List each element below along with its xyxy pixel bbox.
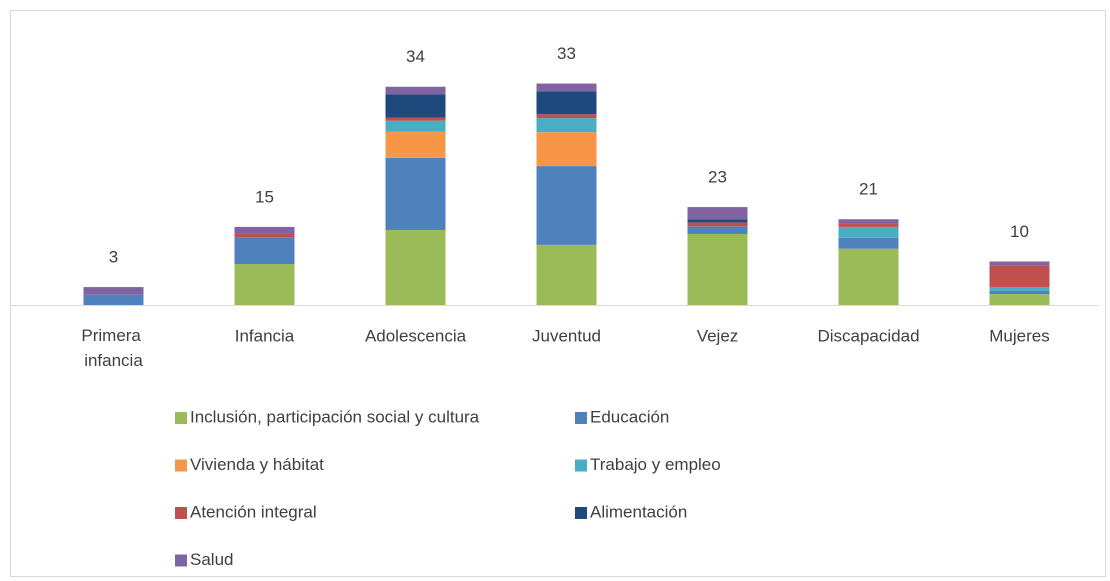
bar-segment [838,237,899,249]
bar-segment [989,265,1050,288]
bar-segment [536,118,597,133]
bar-segment [687,222,748,227]
legend-swatch [575,412,587,424]
legend-label: Educación [590,407,669,426]
bar-segment [989,287,1050,291]
x-tick-label: Mujeres [989,326,1049,345]
bar-segment [838,226,899,238]
bar-segment [838,223,899,227]
bar-segment [536,132,597,167]
legend-swatch [175,412,187,424]
bar-segment [536,83,597,92]
bar-segment [687,207,748,220]
total-label: 23 [708,168,727,187]
x-tick-label: Infancia [235,326,295,345]
bar-segment [838,219,899,224]
x-tick-label: Vejez [697,326,739,345]
legend-swatch [175,459,187,472]
bar-segment [385,120,446,132]
bar-segment [385,86,446,95]
legend-swatch [175,554,187,567]
bar-segment [385,117,446,121]
bar-segment [234,233,295,238]
x-tick-label: Adolescencia [365,326,467,345]
bar-segment [687,226,748,234]
legend-label: Salud [190,550,233,569]
legend-swatch [175,507,187,519]
total-label: 34 [406,47,425,66]
bar-segment [536,114,597,119]
legend-swatch [575,507,587,519]
bar-segment [234,264,295,305]
bar-segment [385,157,446,231]
bar-segment [234,226,295,234]
legend-label: Atención integral [190,502,317,521]
legend-label: Vivienda y hábitat [190,455,324,474]
bar-segment [838,248,899,305]
total-label: 10 [1010,222,1029,241]
bar-segment [234,237,295,265]
bar-segment [536,244,597,305]
x-tick-label: Primera infancia [81,326,145,370]
bar-segment [687,233,748,305]
bar-segment [687,219,748,223]
legend-label: Trabajo y empleo [590,455,721,474]
bar-segment [536,166,597,245]
bar-segment [385,94,446,118]
legend-label: Alimentación [590,502,687,521]
x-tick-label: Discapacidad [817,326,919,345]
total-label: 15 [255,187,274,206]
bar-segment [989,290,1050,295]
legend-label: Inclusión, participación social y cultur… [190,407,480,426]
bar-segment [989,261,1050,266]
legend-swatch [575,459,587,472]
total-label: 3 [109,248,118,267]
total-label: 33 [557,44,576,63]
bar-segment [83,294,144,305]
bar-segment [989,294,1050,305]
bar-segment [83,287,144,295]
bar-segment [385,230,446,305]
bar-segment [536,91,597,115]
bar-segment [385,131,446,158]
total-label: 21 [859,180,878,199]
x-tick-label: Juventud [532,326,601,345]
